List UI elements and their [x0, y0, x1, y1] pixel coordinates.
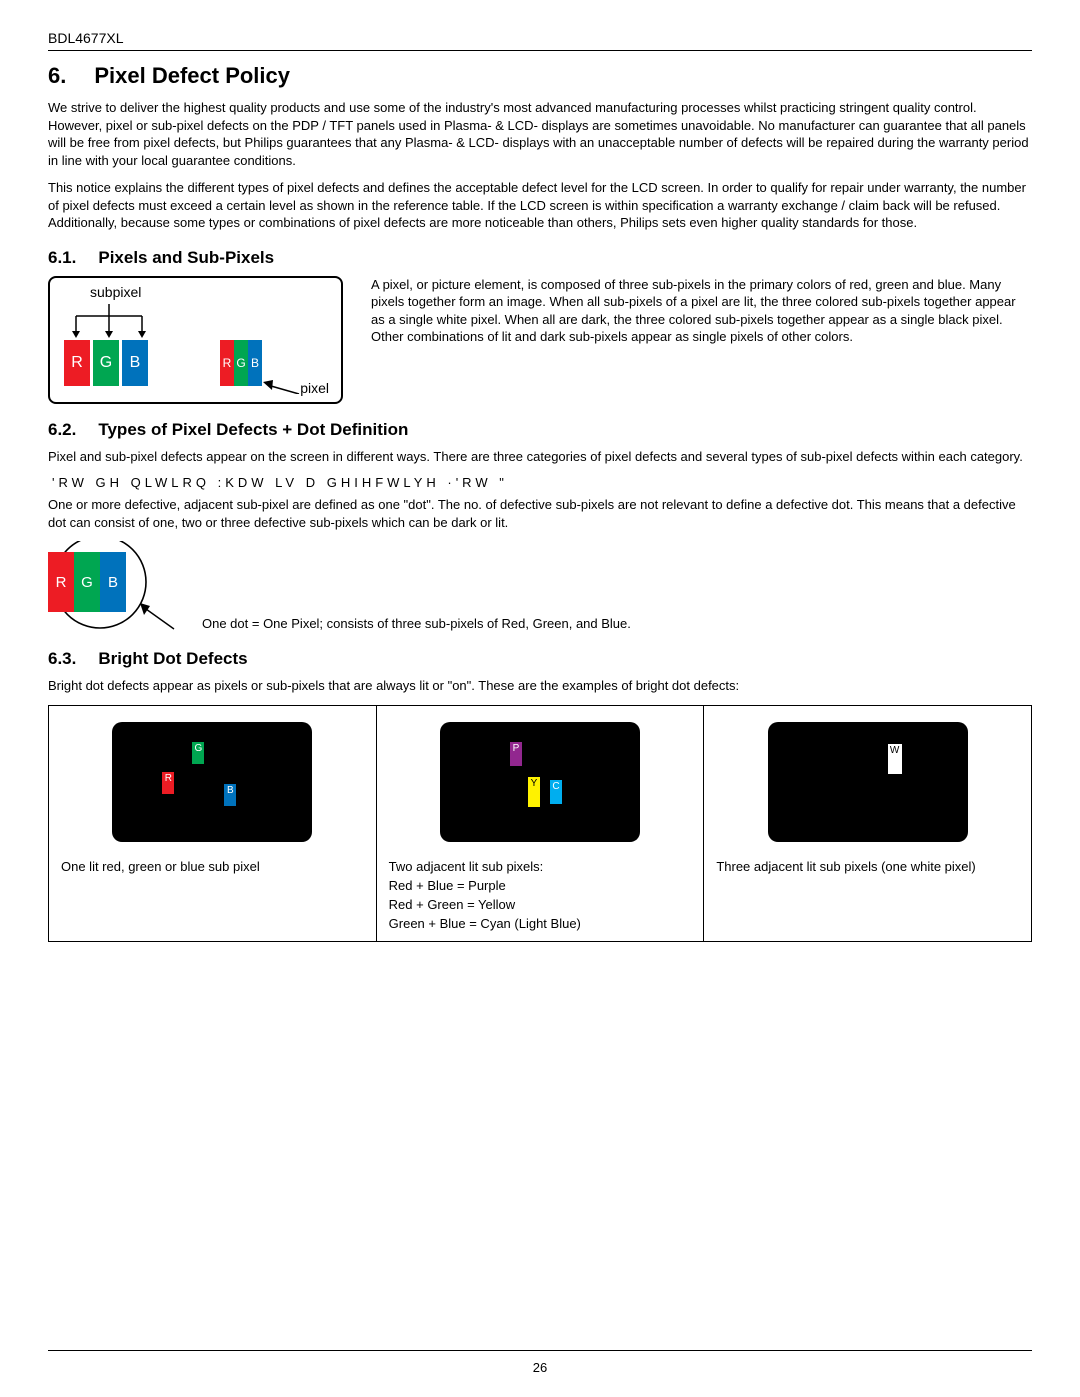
subpixel-sm-g: G: [234, 340, 248, 386]
bright-caption-2-l0: Two adjacent lit sub pixels:: [389, 858, 692, 877]
footer-rule: [48, 1350, 1032, 1351]
heading-6-2: 6.2. Types of Pixel Defects + Dot Defini…: [48, 420, 1032, 440]
subpixel-sm-r: R: [220, 340, 234, 386]
chip-w: W: [888, 744, 902, 774]
bright-dot-table: GR B One lit red, green or blue sub pixel…: [48, 705, 1032, 942]
subpixel-b: B: [122, 340, 148, 386]
subpixel-small-group: R G B: [220, 340, 262, 386]
section61-text: A pixel, or picture element, is composed…: [371, 276, 1032, 346]
bright-caption-1: One lit red, green or blue sub pixel: [61, 858, 364, 877]
subpixel-g: G: [93, 340, 119, 386]
section63-intro: Bright dot defects appear as pixels or s…: [48, 677, 1032, 695]
heading-6-3-num: 6.3.: [48, 649, 76, 669]
chip-b: B: [224, 784, 236, 806]
heading-6-num: 6.: [48, 63, 66, 89]
subpixel-diagram: subpixel R G B R G B pixel: [48, 276, 343, 404]
dot-diagram: R G B: [48, 541, 178, 631]
model-number: BDL4677XL: [48, 30, 124, 46]
garbled-subheading: 'RW GH QLWLRQ :KDW LV D GHIHFWLYH ·'RW ": [52, 475, 1032, 490]
bright-caption-3: Three adjacent lit sub pixels (one white…: [716, 858, 1019, 877]
section62-dotdef: One or more defective, adjacent sub-pixe…: [48, 496, 1032, 531]
chip-c: C: [550, 780, 562, 804]
dot-definition-row: R G B One dot = One Pixel; consists of t…: [48, 541, 1032, 631]
bright-cell-3: W Three adjacent lit sub pixels (one whi…: [704, 706, 1032, 942]
subpixel-arrows-icon: [64, 304, 154, 340]
bright-caption-2-l2: Red + Green = Yellow: [389, 896, 692, 915]
dot-b: B: [100, 552, 126, 612]
dot-pixel-box: R G B: [48, 552, 126, 612]
dot-g: G: [74, 552, 100, 612]
bright-caption-2-l3: Green + Blue = Cyan (Light Blue): [389, 915, 692, 934]
chip-p: P: [510, 742, 522, 766]
heading-6-1: 6.1. Pixels and Sub-Pixels: [48, 248, 1032, 268]
screen-3: W: [768, 722, 968, 842]
heading-6: 6. Pixel Defect Policy: [48, 63, 1032, 89]
bright-caption-2-l1: Red + Blue = Purple: [389, 877, 692, 896]
heading-6-1-title: Pixels and Sub-Pixels: [98, 248, 274, 268]
section62-para: Pixel and sub-pixel defects appear on th…: [48, 448, 1032, 466]
section6-para1: We strive to deliver the highest quality…: [48, 99, 1032, 169]
bright-cell-1: GR B One lit red, green or blue sub pixel: [49, 706, 377, 942]
chip-r: R: [162, 772, 174, 794]
section61-text-wrap: A pixel, or picture element, is composed…: [371, 276, 1032, 404]
chip-y: Y: [528, 777, 540, 807]
heading-6-3-title: Bright Dot Defects: [98, 649, 247, 669]
section-6-1-row: subpixel R G B R G B pixel A pixel, or p…: [48, 276, 1032, 404]
subpixel-r: R: [64, 340, 90, 386]
label-subpixel: subpixel: [90, 284, 141, 300]
page-number: 26: [0, 1360, 1080, 1375]
header-rule: BDL4677XL: [48, 30, 1032, 51]
bright-caption-2: Two adjacent lit sub pixels: Red + Blue …: [389, 858, 692, 933]
label-pixel: pixel: [300, 380, 329, 396]
dot-r: R: [48, 552, 74, 612]
heading-6-title: Pixel Defect Policy: [94, 63, 290, 89]
subpixel-big-group: R G B: [64, 340, 148, 386]
bright-cell-2: PYC Two adjacent lit sub pixels: Red + B…: [376, 706, 704, 942]
dot-caption: One dot = One Pixel; consists of three s…: [202, 616, 631, 631]
screen-2: PYC: [440, 722, 640, 842]
subpixel-sm-b: B: [248, 340, 262, 386]
heading-6-1-num: 6.1.: [48, 248, 76, 268]
chip-g: G: [192, 742, 204, 764]
section6-para2: This notice explains the different types…: [48, 179, 1032, 232]
heading-6-2-title: Types of Pixel Defects + Dot Definition: [98, 420, 408, 440]
heading-6-3: 6.3. Bright Dot Defects: [48, 649, 1032, 669]
screen-1: GR B: [112, 722, 312, 842]
heading-6-2-num: 6.2.: [48, 420, 76, 440]
